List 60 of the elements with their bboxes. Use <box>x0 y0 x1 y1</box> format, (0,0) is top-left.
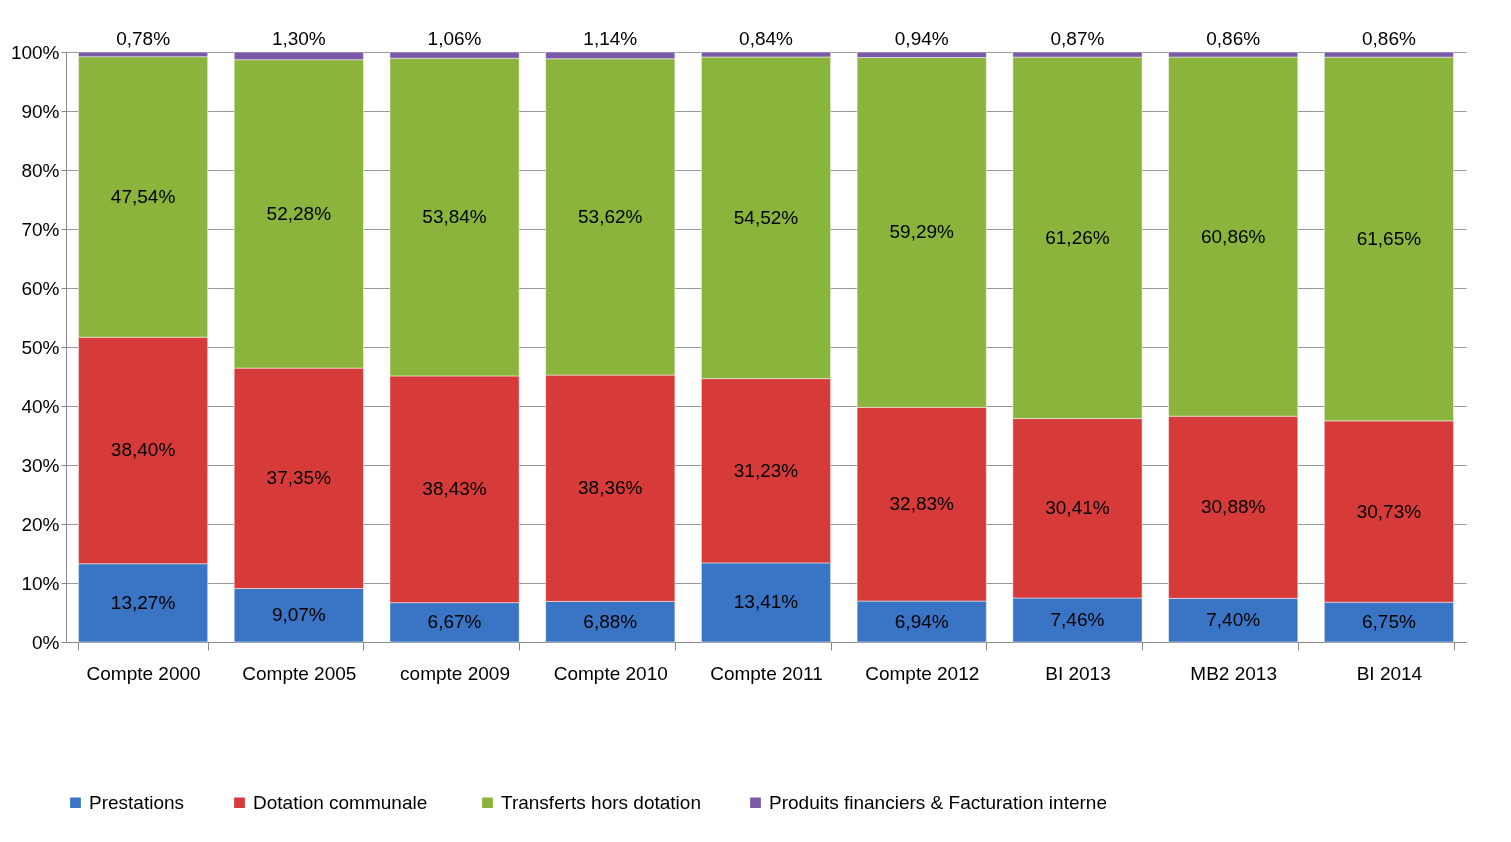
x-tick-label: Compte 2005 <box>242 662 357 684</box>
data-label: 38,43% <box>422 478 487 500</box>
y-tick-label: 100% <box>10 41 60 63</box>
data-label: 38,36% <box>578 477 643 499</box>
data-label: 32,83% <box>889 493 955 515</box>
y-tick-label: 10% <box>21 572 60 594</box>
data-label: 9,07% <box>271 604 326 626</box>
legend-label: Prestations <box>89 791 185 813</box>
data-label: 52,28% <box>266 202 332 224</box>
data-label: 53,84% <box>422 206 487 228</box>
data-label: 0,86% <box>1206 28 1261 49</box>
x-tick-label: Compte 2011 <box>710 662 823 684</box>
data-label: 30,88% <box>1200 496 1266 518</box>
x-tick-label: MB2 2013 <box>1190 662 1277 684</box>
data-label: 30,73% <box>1356 500 1422 522</box>
data-label: 30,41% <box>1045 497 1110 519</box>
legend-label: Transferts hors dotation <box>501 791 701 813</box>
data-label: 53,62% <box>578 205 643 227</box>
data-label: 1,06% <box>427 28 482 49</box>
data-label: 60,86% <box>1200 225 1266 247</box>
data-label: 6,67% <box>427 611 482 633</box>
y-tick-label: 20% <box>21 513 60 535</box>
data-label: 61,65% <box>1356 228 1422 249</box>
x-tick-label: Compte 2000 <box>86 662 201 684</box>
y-tick-label: 60% <box>21 277 60 299</box>
x-tick-label: BI 2014 <box>1356 662 1423 684</box>
y-tick-label: 50% <box>21 336 60 358</box>
legend-label: Dotation communale <box>253 791 428 813</box>
data-label: 1,30% <box>271 28 326 49</box>
x-tick-label: compte 2009 <box>400 662 510 684</box>
y-tick-label: 40% <box>21 395 60 417</box>
data-label: 6,75% <box>1361 611 1416 633</box>
data-label: 0,86% <box>1361 28 1416 50</box>
y-tick-label: 0% <box>32 631 60 653</box>
data-label: 37,35% <box>266 467 332 489</box>
data-label: 0,84% <box>739 28 794 49</box>
data-label: 6,88% <box>583 610 638 632</box>
data-label: 7,46% <box>1050 608 1105 630</box>
x-tick-label: BI 2013 <box>1045 662 1111 684</box>
x-tick-label: Compte 2010 <box>553 662 668 684</box>
data-label: 0,87% <box>1050 28 1105 49</box>
data-label: 13,41% <box>733 591 799 613</box>
data-label: 61,26% <box>1045 226 1110 248</box>
data-label: 47,54% <box>110 185 176 207</box>
y-tick-label: 30% <box>21 454 60 476</box>
data-label: 0,94% <box>894 28 949 49</box>
data-label: 1,14% <box>583 28 638 49</box>
data-label: 0,78% <box>116 28 171 50</box>
legend-label: Produits financiers & Facturation interne <box>769 791 1107 813</box>
x-tick-label: Compte 2012 <box>865 662 980 684</box>
y-tick-label: 70% <box>21 218 60 240</box>
data-label: 6,94% <box>894 610 949 632</box>
y-tick-label: 80% <box>21 159 60 181</box>
y-tick-label: 90% <box>21 100 60 122</box>
data-label: 31,23% <box>733 459 799 481</box>
data-label: 54,52% <box>733 206 799 228</box>
data-label: 59,29% <box>889 221 955 243</box>
data-label: 38,40% <box>110 439 176 461</box>
data-label: 13,27% <box>110 591 176 613</box>
data-label: 7,40% <box>1206 609 1261 631</box>
